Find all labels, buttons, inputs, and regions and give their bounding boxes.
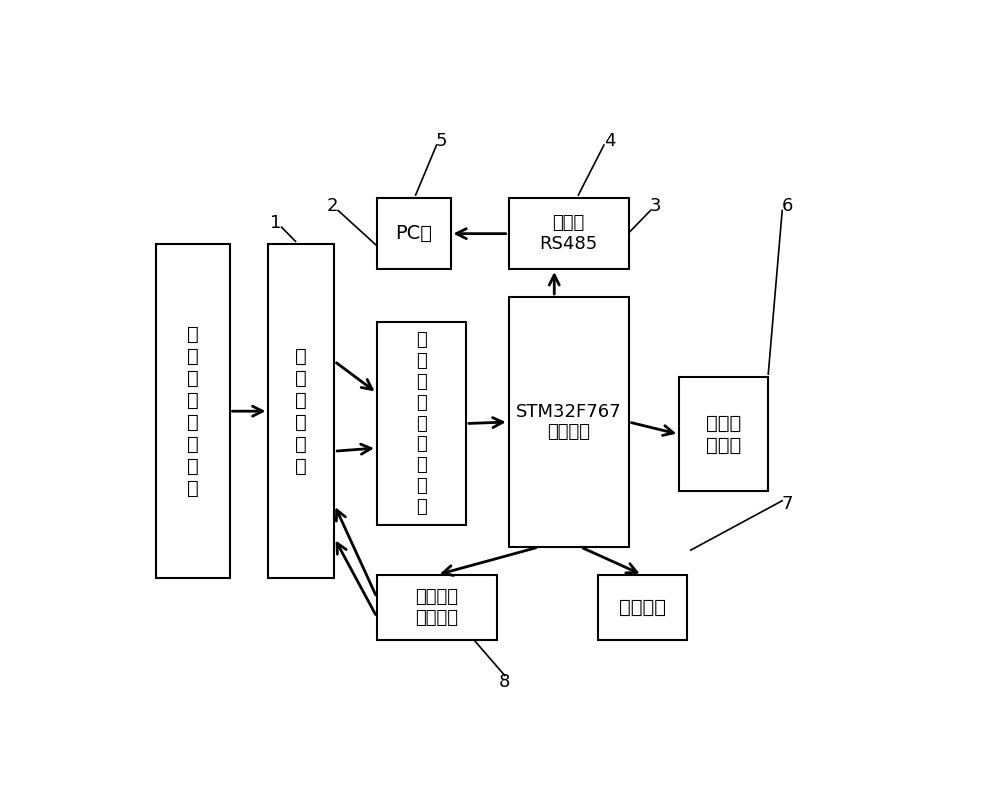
Text: 1: 1 — [270, 214, 282, 232]
Text: 4: 4 — [604, 132, 615, 150]
Bar — [509, 297, 629, 547]
Bar — [156, 245, 230, 578]
Text: 电压控制
信号模块: 电压控制 信号模块 — [415, 588, 458, 626]
Bar — [509, 198, 629, 269]
Bar — [377, 322, 466, 525]
Text: 电
磁
超
声
回
波
信
号: 电 磁 超 声 回 波 信 号 — [187, 325, 199, 498]
Text: 3: 3 — [650, 197, 662, 215]
Text: 信
号
调
理
模
块: 信 号 调 理 模 块 — [295, 346, 307, 476]
Bar — [679, 377, 768, 492]
Text: 人机交
互模块: 人机交 互模块 — [706, 414, 741, 455]
Bar — [377, 198, 450, 269]
Text: 6: 6 — [782, 197, 793, 215]
Text: 7: 7 — [782, 495, 793, 512]
Text: 闪存芯片: 闪存芯片 — [619, 597, 666, 617]
Text: 以太网
RS485: 以太网 RS485 — [540, 214, 598, 253]
Text: 信
号
采
样
与
处
理
模
块: 信 号 采 样 与 处 理 模 块 — [416, 331, 427, 516]
Text: 5: 5 — [435, 132, 447, 150]
Text: 8: 8 — [499, 673, 510, 691]
Bar — [598, 575, 687, 640]
Bar — [268, 245, 334, 578]
Text: 2: 2 — [327, 197, 338, 215]
Text: STM32F767
处理芯片: STM32F767 处理芯片 — [516, 403, 622, 441]
Bar — [377, 575, 497, 640]
Text: PC机: PC机 — [395, 224, 432, 243]
